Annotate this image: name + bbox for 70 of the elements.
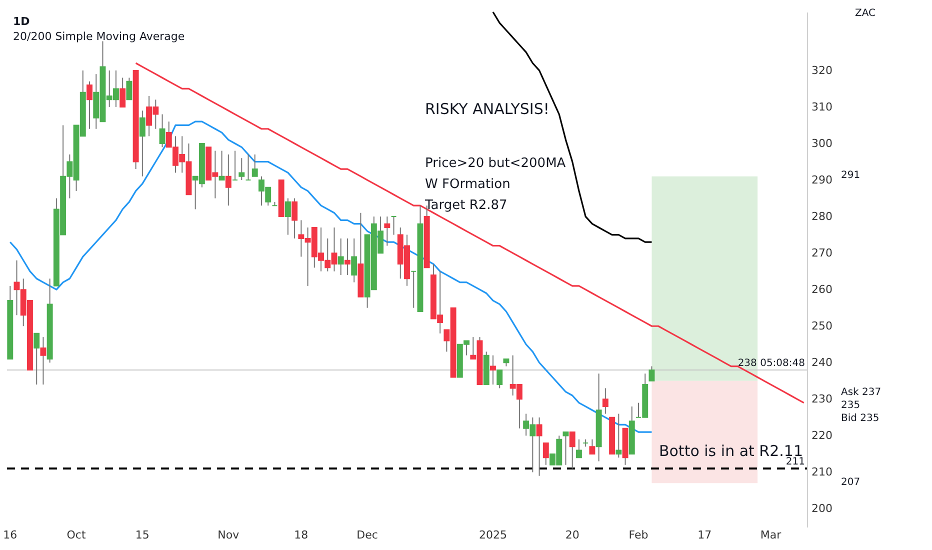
candlestick — [218, 150, 225, 181]
y-tick-label: 260 — [812, 283, 832, 296]
x-tick-label: 20 — [565, 528, 580, 542]
y-tick-label: 240 — [812, 356, 832, 370]
y-tick-label: 310 — [812, 100, 832, 114]
candlestick — [126, 77, 132, 100]
y-tick-label: 230 — [812, 392, 832, 406]
candlestick — [562, 432, 569, 466]
candlestick — [602, 388, 608, 414]
candlestick — [292, 198, 298, 239]
candlestick — [490, 354, 496, 386]
text: 235 — [841, 400, 860, 411]
line-series — [135, 62, 805, 404]
chart-title: 1D — [13, 15, 30, 28]
annotation: Price>20 but<200MA — [425, 156, 566, 171]
text: Bid 235 — [841, 413, 880, 424]
candlestick — [284, 198, 291, 236]
text: 291 — [841, 170, 860, 181]
x-tick-label: 15 — [135, 528, 150, 542]
candlestick — [589, 438, 596, 454]
x-tick-label: 18 — [294, 528, 308, 542]
y-tick-label: 300 — [812, 136, 832, 150]
candlestick — [351, 238, 358, 283]
annotation: W FOrmation — [425, 177, 510, 192]
x-tick-label: 17 — [698, 528, 712, 542]
x-tick-label: Oct — [66, 528, 86, 542]
y-tick-label: 250 — [812, 320, 832, 333]
candlestick — [384, 216, 390, 246]
x-tick-label: Nov — [218, 528, 240, 542]
candlestick — [496, 369, 503, 389]
candlestick — [390, 216, 397, 236]
annotation: Target R2.87 — [424, 198, 508, 213]
candlestick — [159, 114, 166, 148]
x-tick-label: 16 — [3, 528, 18, 542]
text: Ask 237 — [841, 387, 882, 398]
candlestick — [40, 336, 46, 386]
text: 20/200 Simple Moving Average — [13, 30, 185, 43]
candlestick — [569, 432, 576, 470]
y-tick-label: 210 — [812, 466, 832, 479]
candlestick — [238, 158, 245, 181]
x-tick-label: Dec — [356, 528, 378, 542]
x-tick-label: 2025 — [478, 528, 507, 542]
y-tick-label: 320 — [812, 64, 832, 77]
y-tick-label: 270 — [812, 246, 832, 260]
candlestick — [139, 110, 146, 177]
candlestick — [232, 150, 238, 181]
candlestick — [338, 238, 344, 276]
candlestick — [344, 238, 350, 276]
x-tick-label: Feb — [628, 528, 648, 542]
text: 207 — [841, 477, 860, 488]
y-tick-label: 200 — [812, 502, 832, 516]
candlestick — [225, 154, 232, 206]
y-tick-label: 220 — [812, 429, 832, 442]
candlestick — [34, 332, 40, 386]
y-tick-label: 280 — [812, 210, 832, 224]
candlestick — [616, 413, 622, 458]
text: ZAC — [855, 8, 876, 19]
candlestick — [648, 366, 655, 382]
candlestick — [120, 77, 126, 108]
candlestick — [576, 438, 582, 458]
candlestick — [252, 154, 258, 177]
line-series — [9, 120, 653, 433]
candlestick — [245, 154, 252, 181]
annotation: RISKY ANALYSIS! — [425, 100, 550, 118]
candlestick — [542, 442, 549, 466]
candlestick — [86, 80, 92, 130]
ref-line-label: 238 05:08:48 — [738, 358, 805, 369]
y-tick-label: 290 — [812, 174, 832, 187]
candlestick — [536, 416, 542, 476]
x-tick-label: Mar — [760, 528, 782, 542]
